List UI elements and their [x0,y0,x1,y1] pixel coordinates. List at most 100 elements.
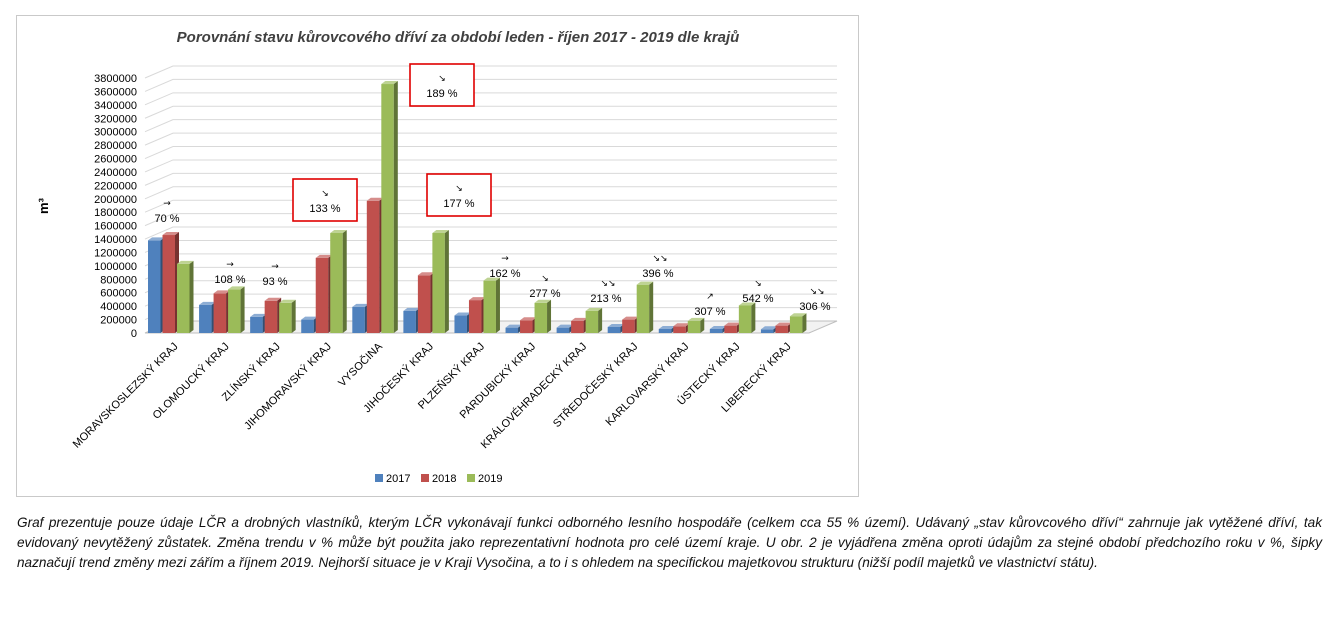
bar-2017 [199,301,216,333]
bar-front [724,325,737,333]
bar-top [162,232,179,236]
annotation: ↗ 307 % [694,292,725,318]
bar-front [622,319,635,333]
annotation: ↘↘ 306 % [799,287,830,313]
bar-2017 [505,324,523,333]
bars [148,81,807,333]
bar-front [432,233,445,333]
trend-arrow-icon: → [501,254,509,264]
bar-top [585,307,603,311]
category-label: VYSOČINA [336,339,386,389]
bar-side [189,260,194,333]
bar-top [352,303,369,307]
y-axis-ticks: 0200000400000600000800000100000012000001… [94,73,137,340]
bar-top [432,230,449,234]
bar-top [658,325,676,329]
bar-front [366,200,380,333]
bar-2017 [403,307,420,333]
bar-front [279,302,292,333]
bar-top [724,322,741,326]
bar-front [417,275,431,333]
bar-side [444,230,449,333]
gridline [144,159,837,173]
bar-2018 [622,316,639,333]
bar-top [366,197,384,201]
gridline [144,146,837,159]
bar-top [177,260,194,264]
bar-2019 [228,286,245,333]
bar-2018 [366,197,384,333]
bar-2019 [789,313,807,333]
bar-2018 [264,297,282,333]
bar-front [556,327,570,333]
bar-top [789,313,807,317]
bar-front [520,320,533,333]
bar-2017 [454,312,471,333]
bar-front [505,327,519,333]
y-tick-label: 1400000 [94,234,137,246]
bar-top [315,254,333,258]
bar-2018 [775,322,792,333]
gridline [144,132,837,146]
bar-top [199,301,216,305]
trend-arrow-icon: ↘↘ [809,287,824,297]
gridline [144,119,837,133]
bar-2018 [315,254,333,333]
percent-label: 108 % [214,274,245,286]
annotation-box [292,178,358,222]
category-label: KRÁLOVÉHRADECKÝ KRAJ [478,340,589,451]
chart-title: Porovnání stavu kůrovcového dříví za obd… [177,29,740,46]
bar-2019 [279,299,296,333]
bar-side [291,299,296,333]
annotation: ↘ 189 % [409,63,475,107]
bar-front [483,280,496,333]
bar-2018 [724,322,741,333]
bar-2019 [687,317,705,333]
percent-label: 542 % [742,293,773,305]
bar-side [751,302,756,333]
annotations: → 70 % → 108 % → 93 % ↘ 133 % ↘ 189 % ↘ 177 % → 162 %… [154,63,831,318]
y-tick-label: 3800000 [94,73,137,85]
bar-side [342,230,347,333]
bar-top [483,277,500,281]
bar-top [622,316,639,320]
bar-top [571,317,588,321]
legend-label: 2017 [386,473,410,485]
gridline [144,213,837,227]
legend-item: 2019 [467,473,502,485]
percent-label: 307 % [694,306,725,318]
legend-item: 2017 [375,473,410,485]
bar-top [760,326,778,330]
bar-2019 [738,302,756,333]
y-tick-label: 2800000 [94,140,137,152]
category-label: MORAVSKOSLEZSKÝ KRAJ [70,340,181,451]
gridline [144,199,837,213]
gridline [144,186,837,200]
chart-frame: Porovnání stavu kůrovcového dříví za obd… [16,15,859,497]
bar-side [495,277,500,333]
category-label: JIHOMORAVSKÝ KRAJ [241,340,333,432]
bar-side [649,281,654,333]
annotation: ↘ 133 % [292,178,358,222]
bar-front [585,310,599,333]
bar-2019 [177,260,194,333]
bar-front [264,300,278,333]
bar-2017 [352,303,369,333]
legend-swatch [467,474,475,482]
bar-top [228,286,245,290]
bar-front [177,263,190,333]
bar-top [607,323,625,327]
gridline [144,78,837,92]
annotation-box [426,173,492,217]
legend-swatch [421,474,429,482]
bar-top [556,324,574,328]
annotation-box [409,63,475,107]
bar-front [775,325,788,333]
annotation: → 93 % [262,262,287,288]
bar-front [709,328,723,333]
bar-top [468,297,486,301]
figure-caption: Graf prezentuje pouze údaje LČR a drobný… [17,515,1322,570]
y-tick-label: 600000 [100,288,137,300]
trend-arrow-icon: ↘ [438,74,446,84]
bar-top [417,272,435,276]
